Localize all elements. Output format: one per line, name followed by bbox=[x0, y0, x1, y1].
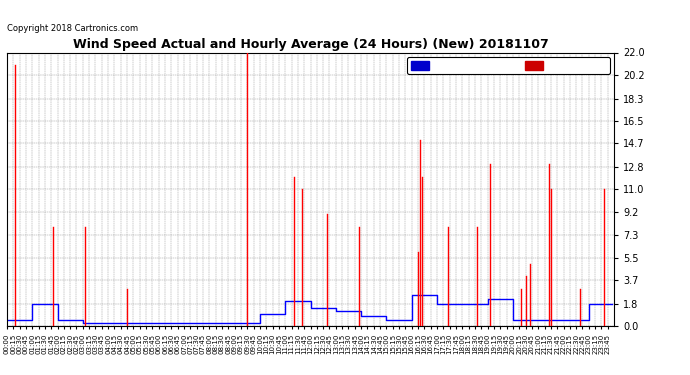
Title: Wind Speed Actual and Hourly Average (24 Hours) (New) 20181107: Wind Speed Actual and Hourly Average (24… bbox=[72, 38, 549, 51]
Text: Copyright 2018 Cartronics.com: Copyright 2018 Cartronics.com bbox=[7, 24, 138, 33]
Legend: Hourly Avg (mph), Wind (mph): Hourly Avg (mph), Wind (mph) bbox=[408, 57, 609, 74]
